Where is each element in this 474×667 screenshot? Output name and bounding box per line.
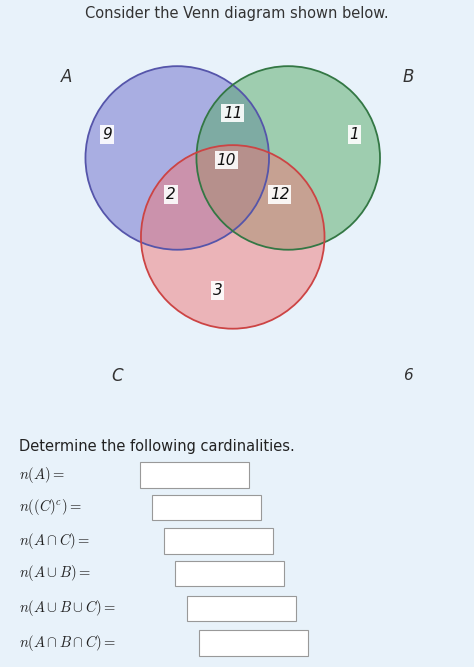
FancyBboxPatch shape bbox=[152, 495, 261, 520]
FancyBboxPatch shape bbox=[164, 528, 273, 554]
Circle shape bbox=[141, 145, 325, 329]
Text: 3: 3 bbox=[213, 283, 223, 297]
Text: Determine the following cardinalities.: Determine the following cardinalities. bbox=[19, 439, 295, 454]
Text: $n((C)^c) =$: $n((C)^c) =$ bbox=[19, 498, 82, 518]
Text: $n(A\cap C) =$: $n(A\cap C) =$ bbox=[19, 531, 90, 551]
Circle shape bbox=[196, 66, 380, 249]
Text: 9: 9 bbox=[102, 127, 112, 142]
Text: $n(A) =$: $n(A) =$ bbox=[19, 465, 65, 485]
Text: A: A bbox=[61, 68, 72, 86]
Text: 11: 11 bbox=[223, 105, 243, 121]
Text: Consider the Venn diagram shown below.: Consider the Venn diagram shown below. bbox=[85, 7, 389, 21]
Circle shape bbox=[85, 66, 269, 249]
Text: $n(A\cap B\cap C) =$: $n(A\cap B\cap C) =$ bbox=[19, 633, 116, 653]
Text: 1: 1 bbox=[349, 127, 359, 142]
FancyBboxPatch shape bbox=[175, 561, 284, 586]
Text: $n(A\cup B\cup C) =$: $n(A\cup B\cup C) =$ bbox=[19, 598, 116, 618]
Text: 2: 2 bbox=[166, 187, 176, 201]
Text: B: B bbox=[402, 68, 413, 86]
Text: 10: 10 bbox=[217, 153, 236, 167]
Text: $n(A\cup B) =$: $n(A\cup B) =$ bbox=[19, 564, 91, 584]
Text: 6: 6 bbox=[403, 368, 413, 383]
FancyBboxPatch shape bbox=[187, 596, 296, 621]
FancyBboxPatch shape bbox=[199, 630, 308, 656]
Text: C: C bbox=[112, 367, 123, 385]
FancyBboxPatch shape bbox=[140, 462, 249, 488]
Text: 12: 12 bbox=[270, 187, 290, 201]
